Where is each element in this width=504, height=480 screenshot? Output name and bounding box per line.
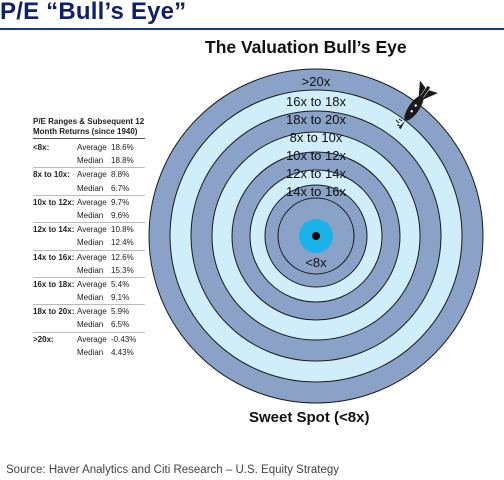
legend-range-row: <8x: Average 18.6% [33,141,145,154]
dart-motion-lines [395,118,403,127]
dart-icon [398,80,438,130]
legend-range-row: 14x to 16x: Average 12.6% [33,251,145,264]
legend-median-row: Median 4.43% [33,346,145,359]
legend-stat-label: Median [77,320,104,330]
slide-title: P/E “Bull’s Eye” [0,0,187,25]
legend-range-row: 8x to 10x: Average 8.8% [33,168,145,181]
legend-average-value: 10.8% [111,225,134,235]
chart-title: The Valuation Bull’s Eye [205,37,407,57]
ring-label: 12x to 14x [286,166,346,181]
legend-header: P/E Ranges & Subsequent 12 Month Returns… [33,117,145,139]
legend-stat-label: Median [77,238,104,248]
legend-rows: <8x: Average 18.6% Median 18.8% 8x to 10x: Ave… [33,141,145,359]
legend-range-label: <8x: [33,143,50,152]
legend-stat-label: Average [77,279,107,289]
ring-label: 14x to 16x [286,184,346,199]
ring-label: 16x to 18x [286,94,346,109]
legend-average-value: 18.6% [111,143,134,152]
legend-median-value: 6.7% [111,183,130,193]
legend-stat-label: Median [77,156,104,166]
legend-range-row: 10x to 12x: Average 9.7% [33,196,145,209]
legend-median-row: Median 12.4% [33,236,145,251]
legend-median-value: 9.6% [111,210,130,220]
legend-stat-label: Median [77,293,104,303]
legend-median-value: 9.1% [111,293,130,303]
legend-median-value: 4.43% [111,347,134,357]
legend-stat-label: Median [77,265,104,275]
center-label: <8x [305,255,327,270]
sweet-spot-label: Sweet Spot (<8x) [249,409,370,426]
legend-range-label: 12x to 14x: [33,225,75,235]
legend-average-value: -0.43% [111,334,137,344]
legend-median-row: Median 6.7% [33,182,145,196]
legend-average-value: 5.9% [111,307,130,317]
legend-range-label: >20x: [33,334,54,344]
ring-label: 10x to 12x [286,148,346,163]
legend-range-label: 16x to 18x: [33,279,75,289]
legend-range-row: 18x to 20x: Average 5.9% [33,305,145,318]
legend-median-value: 12.4% [111,238,134,248]
legend-median-value: 15.3% [111,265,134,275]
legend-average-value: 9.7% [111,197,130,207]
ring-label: 8x to 10x [290,130,343,145]
legend-median-row: Median 15.3% [33,264,145,278]
legend-stat-label: Average [77,170,107,180]
legend-median-value: 18.8% [111,156,134,166]
legend-median-row: Median 18.8% [33,154,145,169]
legend-average-value: 8.8% [111,170,130,180]
legend-range-label: 10x to 12x: [33,197,75,207]
legend-stat-label: Average [77,197,107,207]
legend-stat-label: Average [77,225,107,235]
legend-stat-label: Average [77,334,107,344]
legend-median-row: Median 9.1% [33,291,145,306]
legend-range-row: 16x to 18x: Average 5.4% [33,278,145,291]
legend-average-value: 5.4% [111,279,130,289]
legend-stat-label: Average [77,307,107,317]
legend-range-label: 14x to 16x: [33,252,75,262]
source-note: Source: Haver Analytics and Citi Researc… [6,464,340,476]
legend-range-row: >20x: Average -0.43% [33,333,145,346]
legend-stat-label: Median [77,210,104,220]
legend-stat-label: Average [77,143,107,152]
legend-median-row: Median 6.5% [33,318,145,333]
bullseye-center-dot [312,232,320,240]
legend-stat-label: Median [77,183,104,193]
legend-median-value: 6.5% [111,320,130,330]
ring-labels: >20x 16x to 18x 18x to 20x 8x to 10x 10x to … [286,74,346,270]
legend-stat-label: Average [77,252,107,262]
legend-range-row: 12x to 14x: Average 10.8% [33,223,145,236]
legend-median-row: Median 9.6% [33,209,145,224]
returns-legend: P/E Ranges & Subsequent 12 Month Returns… [33,117,145,359]
ring-label: 18x to 20x [286,112,346,127]
ring-label: >20x [302,74,331,89]
legend-range-label: 18x to 20x: [33,307,75,317]
legend-stat-label: Median [77,347,104,357]
target-rings [148,68,484,404]
legend-average-value: 12.6% [111,252,134,262]
title-divider [0,28,504,30]
legend-range-label: 8x to 10x: [33,170,70,180]
